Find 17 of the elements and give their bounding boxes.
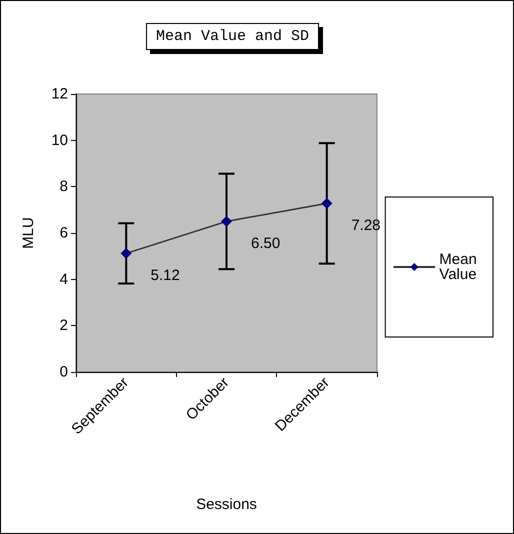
point <box>120 248 132 259</box>
x-axis-title: Sessions <box>196 496 257 513</box>
data-label: 6.50 <box>251 234 280 252</box>
y-tick-label: 6 <box>60 224 68 242</box>
chart-title: Mean Value and SD <box>156 28 310 45</box>
legend-label: Mean Value <box>439 251 482 283</box>
point <box>221 216 232 227</box>
y-tick-label: 0 <box>60 364 68 380</box>
y-tick-label: 10 <box>51 132 68 149</box>
y-tick-label: 4 <box>60 270 68 288</box>
y-tick-label: 2 <box>60 317 68 334</box>
data-label: 5.12 <box>150 266 180 284</box>
data-label: 7.28 <box>351 216 381 234</box>
point <box>321 198 332 209</box>
y-tick-label: 12 <box>51 86 68 102</box>
y-axis-title: MLU <box>20 217 37 249</box>
y-tick-label: 8 <box>60 178 68 196</box>
